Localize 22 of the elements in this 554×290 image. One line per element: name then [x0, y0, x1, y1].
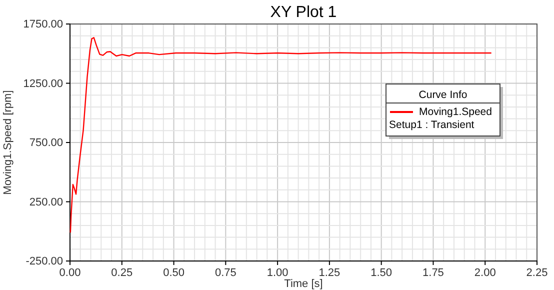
- x-tick-label: 1.00: [266, 266, 288, 279]
- x-tick-label: 1.75: [422, 266, 444, 279]
- y-tick-label: 750.00: [29, 137, 63, 150]
- x-tick-label: 2.00: [474, 266, 496, 279]
- x-tick-label: 0.25: [111, 266, 133, 279]
- x-tick-label: 0.50: [163, 266, 184, 279]
- y-tick-label: 1750.00: [23, 18, 63, 31]
- annotation: Setup1 : Transient: [389, 119, 474, 131]
- y-tick-label: 250.00: [29, 196, 63, 208]
- x-tick-label: 0.00: [59, 266, 81, 279]
- y-tick-label: 1250.00: [23, 78, 63, 90]
- x-tick-label: 0.75: [214, 266, 236, 279]
- x-tick-label: 2.25: [526, 266, 548, 279]
- y-tick-label: -250.00: [26, 256, 63, 268]
- x-tick-label: 1.50: [370, 266, 392, 279]
- legend-title: Curve Info: [418, 89, 468, 101]
- line-series: [70, 37, 492, 234]
- y-axis-title: Moving1.Speed [rpm]: [2, 90, 14, 195]
- legend-label: Moving1.Speed: [419, 106, 492, 118]
- x-tick-label: 1.25: [318, 266, 340, 279]
- x-axis-title: Time [s]: [284, 278, 323, 290]
- chart-title: XY Plot 1: [270, 4, 337, 21]
